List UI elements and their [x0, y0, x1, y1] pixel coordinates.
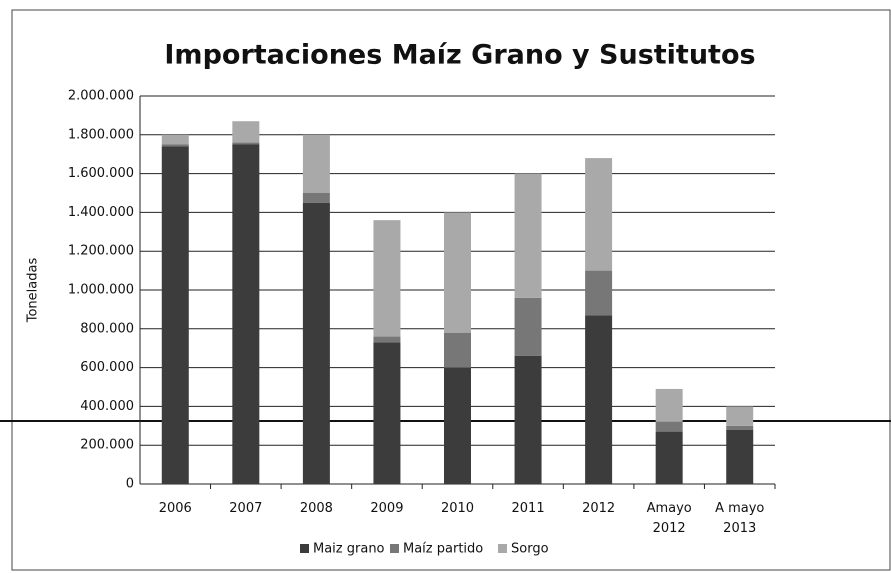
- x-tick-label: 2006: [159, 501, 192, 516]
- bar-segment: [655, 421, 683, 432]
- chart-border: [11, 9, 891, 571]
- x-tick-label: 2007: [229, 501, 262, 516]
- bar-segment: [373, 336, 401, 343]
- bar-segment: [232, 144, 260, 484]
- x-tick-label-line: Amayo: [647, 501, 692, 516]
- bar-segment: [514, 355, 542, 484]
- x-tick-label: 2009: [370, 501, 403, 516]
- bar-segment: [726, 429, 754, 484]
- bar-segment: [585, 158, 613, 271]
- bar-segment: [232, 142, 260, 145]
- x-tick-label-line: 2010: [441, 501, 474, 516]
- x-tick-label-line: 2012: [653, 521, 686, 536]
- bar-segment: [373, 220, 401, 337]
- bar-segment: [444, 332, 471, 368]
- bar-segment: [302, 134, 330, 193]
- bar-segment: [302, 193, 330, 203]
- bar-segment: [444, 367, 471, 484]
- bar-segment: [444, 212, 471, 333]
- legend-swatch: [300, 544, 309, 553]
- y-tick-label: 2.000.000: [68, 89, 134, 104]
- bar-segment: [373, 342, 401, 484]
- y-tick-label: 800.000: [80, 321, 134, 336]
- legend-swatch: [390, 544, 399, 553]
- y-tick-label: 600.000: [80, 360, 134, 375]
- bar-segment: [585, 315, 613, 484]
- bar-segment: [232, 121, 260, 143]
- y-axis-title: Toneladas: [26, 258, 41, 324]
- bar-segment: [514, 173, 542, 298]
- x-tick-label-line: 2009: [370, 501, 403, 516]
- x-tick-label-line: 2007: [229, 501, 262, 516]
- x-tick-label-line: 2006: [159, 501, 192, 516]
- x-tick-label: 2012: [582, 501, 615, 516]
- y-tick-label: 0: [126, 477, 134, 492]
- y-tick-label: 1.000.000: [68, 283, 134, 298]
- bar-segment: [726, 425, 754, 430]
- bar-segment: [726, 406, 754, 426]
- y-tick-label: 1.800.000: [68, 127, 134, 142]
- y-tick-label: 400.000: [80, 399, 134, 414]
- x-tick-label-line: 2013: [723, 521, 756, 536]
- bar-segment: [161, 134, 189, 145]
- x-tick-label: A mayo 2013: [715, 501, 764, 536]
- x-tick-label: 2008: [300, 501, 333, 516]
- x-tick-label-line: 2012: [582, 501, 615, 516]
- legend-label: Maiz grano: [313, 542, 385, 557]
- y-tick-label: 1.600.000: [68, 166, 134, 181]
- bar-segment: [161, 144, 189, 147]
- x-tick-label-line: 2008: [300, 501, 333, 516]
- x-tick-label: Amayo 2012: [647, 501, 692, 536]
- bar-segment: [655, 388, 683, 422]
- chart-title: Importaciones Maíz Grano y Sustitutos: [164, 40, 755, 71]
- legend-swatch: [498, 544, 507, 553]
- bar-segment: [514, 297, 542, 356]
- x-tick-label: 2011: [512, 501, 545, 516]
- bar-segment: [655, 431, 683, 484]
- y-tick-label: 1.200.000: [68, 244, 134, 259]
- legend-label: Sorgo: [511, 542, 549, 557]
- y-tick-label: 1.400.000: [68, 205, 134, 220]
- x-tick-label-line: 2011: [512, 501, 545, 516]
- bar-segment: [161, 146, 189, 484]
- bar-segment: [302, 202, 330, 484]
- bar-segment: [585, 270, 613, 316]
- x-tick-label-line: A mayo: [715, 501, 764, 516]
- legend-label: Maíz partido: [403, 542, 483, 557]
- y-tick-label: 200.000: [80, 438, 134, 453]
- x-tick-label: 2010: [441, 501, 474, 516]
